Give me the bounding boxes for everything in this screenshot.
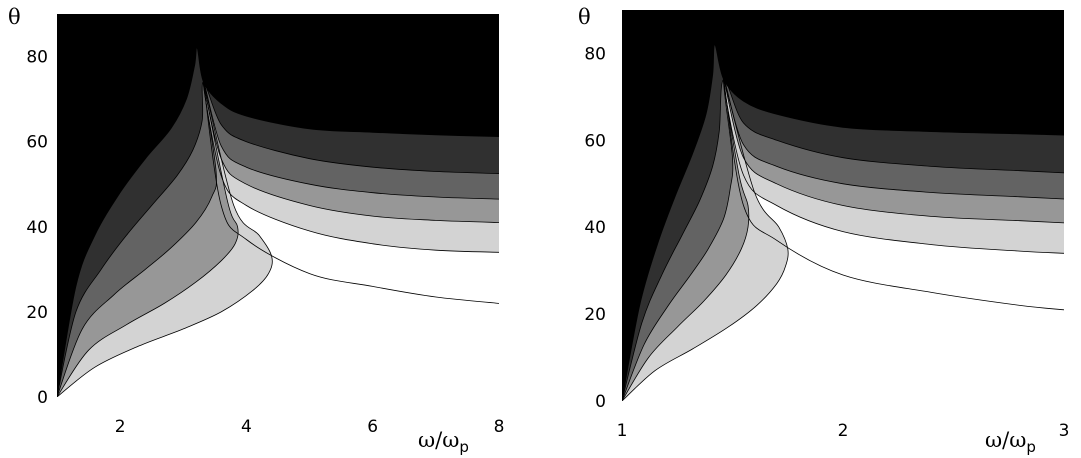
boundary-curve bbox=[723, 79, 1064, 311]
band-region bbox=[622, 10, 1064, 401]
y-tick-label: 0 bbox=[37, 388, 48, 408]
boundary-curve bbox=[622, 79, 1064, 401]
band-region bbox=[57, 14, 499, 397]
x-axis-label-main-left: ω/ω bbox=[418, 428, 459, 452]
y-tick-label: 80 bbox=[584, 44, 606, 64]
boundary-curve bbox=[57, 81, 499, 397]
x-axis-label-right: ω/ωp bbox=[985, 428, 1036, 456]
x-axis-label-sub-right: p bbox=[1026, 438, 1036, 456]
y-tick-label: 20 bbox=[584, 305, 606, 325]
boundary-curve bbox=[57, 81, 499, 397]
right-chart: θ ω/ωp 0 20 40 60 80 1 2 3 bbox=[578, 5, 1069, 456]
x-tick-label: 1 bbox=[617, 421, 628, 441]
boundary-curve bbox=[57, 47, 499, 397]
y-ticks-left: 0 20 40 60 80 bbox=[26, 48, 48, 408]
x-tick-label: 4 bbox=[241, 417, 252, 437]
x-tick-label: 3 bbox=[1059, 421, 1070, 441]
y-tick-label: 0 bbox=[595, 392, 606, 412]
y-tick-label: 20 bbox=[26, 303, 48, 323]
y-tick-label: 40 bbox=[584, 218, 606, 238]
x-tick-label: 2 bbox=[115, 417, 126, 437]
y-tick-label: 40 bbox=[26, 218, 48, 238]
boundary-curve bbox=[622, 44, 1064, 401]
x-axis-label-main-right: ω/ω bbox=[985, 428, 1026, 452]
x-ticks-left: 2 4 6 8 bbox=[115, 417, 505, 437]
y-axis-label-left: θ bbox=[8, 5, 21, 29]
y-ticks-right: 0 20 40 60 80 bbox=[584, 44, 606, 412]
y-tick-label: 60 bbox=[584, 131, 606, 151]
plot-area-left bbox=[57, 14, 499, 397]
x-axis-label-left: ω/ωp bbox=[418, 428, 469, 456]
x-ticks-right: 1 2 3 bbox=[617, 421, 1070, 441]
x-tick-label: 6 bbox=[367, 417, 378, 437]
boundary-curve bbox=[57, 81, 499, 397]
plot-area-right bbox=[622, 10, 1064, 401]
boundary-curve bbox=[622, 79, 1064, 401]
x-tick-label: 8 bbox=[494, 417, 505, 437]
y-axis-label-right: θ bbox=[578, 5, 591, 29]
boundary-curve bbox=[57, 81, 499, 397]
x-tick-label: 2 bbox=[838, 421, 849, 441]
y-tick-label: 80 bbox=[26, 48, 48, 68]
boundary-curve bbox=[622, 79, 1064, 401]
boundary-curve bbox=[203, 82, 499, 304]
x-axis-label-sub-left: p bbox=[459, 438, 469, 456]
left-chart: θ ω/ωp 0 20 40 60 80 2 4 6 8 bbox=[8, 5, 504, 456]
boundary-curve bbox=[622, 79, 1064, 401]
y-tick-label: 60 bbox=[26, 133, 48, 153]
